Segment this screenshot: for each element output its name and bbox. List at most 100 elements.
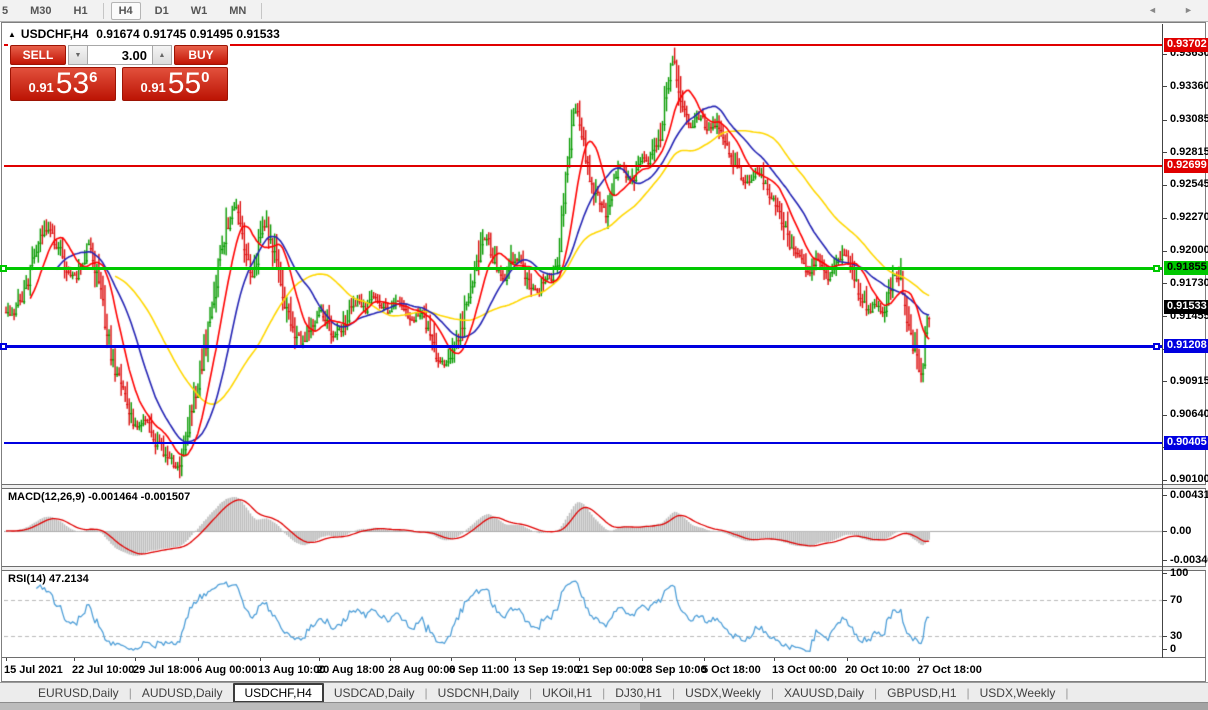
- macd-tick-mark: [1163, 531, 1167, 532]
- time-tick-label: 5 Oct 18:00: [702, 664, 761, 676]
- timeframe-button-m30[interactable]: M30: [30, 4, 52, 17]
- tab-usdchf-h4[interactable]: USDCHF,H4: [232, 682, 324, 703]
- price-tick-mark: [1163, 480, 1167, 481]
- price-tick-mark: [1163, 185, 1167, 186]
- price-tick-label: 0.92270: [1170, 211, 1208, 223]
- sell-button[interactable]: SELL: [10, 45, 66, 65]
- time-tick-mark: [642, 658, 643, 661]
- buy-price-display[interactable]: 0.91 55 0: [122, 67, 228, 101]
- sell-price-display[interactable]: 0.91 53 6: [10, 67, 116, 101]
- rsi-label: RSI(14) 47.2134: [8, 573, 89, 585]
- level-price-badge: 0.91855: [1164, 261, 1208, 275]
- lot-increase-button[interactable]: ▲: [152, 45, 172, 65]
- tab-usdx-weekly[interactable]: USDX,Weekly: [979, 685, 1056, 700]
- level-line-0.91208[interactable]: [4, 345, 1162, 348]
- time-tick-label: 21 Sep 00:00: [577, 664, 644, 676]
- collapse-triangle-icon[interactable]: ▲: [8, 30, 16, 39]
- tab-eurusd-daily[interactable]: EURUSD,Daily: [38, 685, 119, 700]
- rsi-tick-mark: [1163, 573, 1167, 574]
- sell-price-prefix: 0.91: [28, 80, 54, 95]
- window-border-top: [1, 22, 1206, 23]
- price-tick-mark: [1163, 283, 1167, 284]
- time-tick-mark: [919, 658, 920, 661]
- tabs-scroll-left-icon[interactable]: ◄: [1148, 5, 1157, 15]
- price-tick-mark: [1163, 316, 1167, 317]
- level-line-0.91855[interactable]: [4, 267, 1162, 270]
- timeframe-button-h1[interactable]: H1: [73, 4, 88, 17]
- price-tick-label: 0.91730: [1170, 277, 1208, 289]
- tab-usdcnh-daily[interactable]: USDCNH,Daily: [437, 685, 519, 700]
- level-line-0.90405[interactable]: [4, 442, 1162, 444]
- timeframe-button-5[interactable]: 5: [2, 4, 9, 17]
- tab-xauusd-daily[interactable]: XAUUSD,Daily: [784, 685, 865, 700]
- level-line-0.92699[interactable]: [4, 165, 1162, 167]
- buy-price-pip: 0: [201, 69, 210, 86]
- spin-down-icon: ▼: [74, 51, 82, 59]
- tab-separator: |: [424, 685, 428, 700]
- rsi-tick-mark: [1163, 636, 1167, 637]
- tab-separator: |: [602, 685, 606, 700]
- lot-size-input[interactable]: [88, 45, 152, 65]
- status-strip-right: [640, 702, 1208, 710]
- time-tick-mark: [74, 658, 75, 661]
- price-tick-mark: [1163, 120, 1167, 121]
- chart-canvas[interactable]: [4, 24, 1162, 658]
- level-handle-left[interactable]: [0, 265, 7, 272]
- level-handle-right[interactable]: [1153, 265, 1160, 272]
- lot-decrease-button[interactable]: ▼: [68, 45, 88, 65]
- time-tick-mark: [515, 658, 516, 661]
- window-border-bottom: [1, 681, 1206, 682]
- level-price-badge: 0.93702: [1164, 38, 1208, 52]
- tab-gbpusd-h1[interactable]: GBPUSD,H1: [887, 685, 957, 700]
- tabs-scroll-right-icon[interactable]: ►: [1184, 5, 1193, 15]
- buy-price-prefix: 0.91: [140, 80, 166, 95]
- chart-title-bar: ▲ USDCHF,H4 0.91674 0.91745 0.91495 0.9153…: [8, 27, 280, 41]
- tab-audusd-daily[interactable]: AUDUSD,Daily: [141, 685, 223, 700]
- symbol-period-label: USDCHF,H4: [20, 27, 89, 41]
- level-price-badge: 0.90405: [1164, 436, 1208, 450]
- price-tick-label: 0.90915: [1170, 375, 1208, 387]
- timeframe-button-d1[interactable]: D1: [154, 4, 169, 17]
- price-tick-label: 0.93360: [1170, 80, 1208, 92]
- time-tick-label: 13 Oct 00:00: [772, 664, 837, 676]
- rsi-scale-label: 0: [1170, 643, 1177, 655]
- time-tick-label: 29 Jul 18:00: [133, 664, 196, 676]
- tab-separator: |: [128, 685, 132, 700]
- timeframe-button-mn[interactable]: MN: [229, 4, 247, 17]
- time-tick-label: 6 Sep 11:00: [449, 664, 509, 676]
- window-border-left: [1, 22, 2, 682]
- time-tick-mark: [774, 658, 775, 661]
- level-handle-left[interactable]: [0, 343, 7, 350]
- level-line-0.93702[interactable]: [4, 44, 1162, 46]
- price-tick-label: 0.92000: [1170, 244, 1208, 256]
- time-tick-mark: [260, 658, 261, 661]
- time-tick-label: 20 Aug 18:00: [317, 664, 385, 676]
- price-tick-mark: [1163, 86, 1167, 87]
- time-tick-mark: [579, 658, 580, 661]
- time-tick-mark: [319, 658, 320, 661]
- price-tick-label: 0.90100: [1170, 473, 1208, 485]
- chart-tab-bar: EURUSD,Daily | AUDUSD,Daily USDCHF,H4 USDCAD…: [0, 682, 1208, 703]
- price-tick-label: 0.92545: [1170, 178, 1208, 190]
- macd-scale-label: 0.00: [1170, 525, 1192, 537]
- time-tick-mark: [451, 658, 452, 661]
- scale-separator: [1162, 24, 1163, 658]
- tab-ukoil-h1[interactable]: UKOil,H1: [542, 685, 593, 700]
- rsi-scale-label: 30: [1170, 630, 1183, 642]
- timeframe-button-w1[interactable]: W1: [190, 4, 208, 17]
- time-tick-label: 27 Oct 18:00: [917, 664, 982, 676]
- time-tick-mark: [135, 658, 136, 661]
- price-tick-label: 0.93085: [1170, 113, 1208, 125]
- level-handle-right[interactable]: [1153, 343, 1160, 350]
- timeframe-button-h4[interactable]: H4: [110, 1, 141, 20]
- tab-usdx-weekly[interactable]: USDX,Weekly: [685, 685, 761, 700]
- time-tick-mark: [847, 658, 848, 661]
- buy-price-big: 55: [167, 67, 202, 100]
- tab-usdcad-daily[interactable]: USDCAD,Daily: [333, 685, 415, 700]
- buy-button[interactable]: BUY: [174, 45, 228, 65]
- time-tick-label: 15 Jul 2021: [4, 664, 63, 676]
- price-tick-label: 0.90640: [1170, 408, 1208, 420]
- macd-tick-mark: [1163, 495, 1167, 496]
- sell-price-pip: 6: [89, 69, 98, 86]
- tab-dj30-h1[interactable]: DJ30,H1: [615, 685, 662, 700]
